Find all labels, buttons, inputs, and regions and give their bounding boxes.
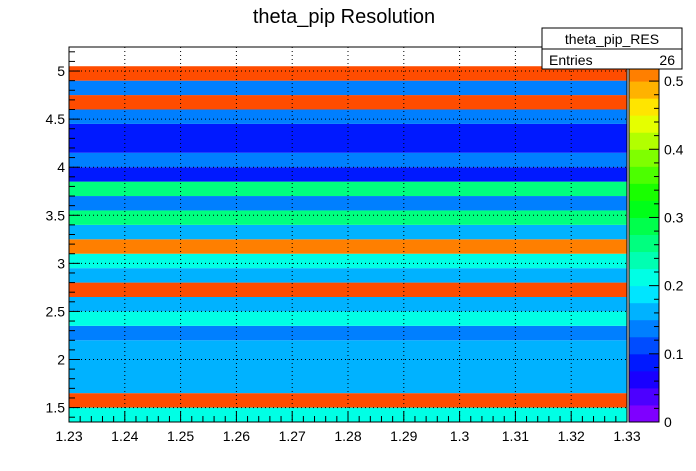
- y-tick-label-4: 3.5: [46, 207, 66, 223]
- x-tick-label-8: 1.31: [502, 428, 529, 444]
- heatmap-bin-6: [69, 282, 627, 297]
- z-tick-label-2: 0.2: [664, 278, 684, 294]
- x-tick-label-10: 1.33: [613, 428, 640, 444]
- heatmap-bin-4: [69, 311, 627, 326]
- stats-entries-value: 26: [659, 52, 675, 68]
- x-tick-label-1: 1.24: [111, 428, 138, 444]
- color-scale-band-19: [629, 81, 659, 99]
- heatmap-bin-8: [69, 253, 627, 269]
- color-scale-band-15: [629, 149, 659, 167]
- x-tick-label-7: 1.3: [450, 428, 470, 444]
- z-tick-label-1: 0.1: [664, 346, 684, 362]
- color-scale-band-14: [629, 166, 659, 184]
- y-tick-label-5: 4: [57, 159, 65, 175]
- z-tick-label-4: 0.4: [664, 141, 684, 157]
- stats-box: theta_pip_RES Entries 26: [541, 27, 683, 70]
- x-tick-label-9: 1.32: [558, 428, 585, 444]
- color-scale-band-6: [629, 302, 659, 321]
- color-scale-band-10: [629, 234, 659, 253]
- y-tick-label-1: 2: [57, 352, 65, 368]
- heatmap-bin-13: [69, 181, 627, 197]
- x-tick-label-5: 1.28: [334, 428, 361, 444]
- heatmap-bin-16: [69, 123, 627, 153]
- x-tick-label-0: 1.23: [55, 428, 82, 444]
- grid-lines: [69, 47, 627, 422]
- z-tick-label-5: 0.5: [664, 73, 684, 89]
- color-scale-band-12: [629, 200, 659, 218]
- heatmap-bin-14: [69, 167, 627, 182]
- y-tick-label-7: 5: [57, 63, 65, 79]
- y-tick-label-3: 3: [57, 255, 65, 271]
- heatmap-bin-3: [69, 325, 627, 341]
- stats-name: theta_pip_RES: [565, 31, 659, 47]
- color-scale-band-4: [629, 336, 659, 355]
- heatmap-bin-1: [69, 393, 627, 408]
- stats-entries-label: Entries: [549, 52, 593, 68]
- x-tick-label-2: 1.25: [167, 428, 194, 444]
- color-scale-band-0: [629, 404, 659, 423]
- color-scale-band-18: [629, 98, 659, 116]
- x-tick-label-6: 1.29: [390, 428, 417, 444]
- y-tick-label-2: 2.5: [46, 303, 66, 319]
- color-scale-band-1: [629, 387, 659, 406]
- y-tick-label-0: 1.5: [46, 400, 66, 416]
- color-scale-band-2: [629, 370, 659, 389]
- color-scale-band-5: [629, 319, 659, 338]
- z-tick-label-3: 0.3: [664, 209, 684, 225]
- color-scale-band-17: [629, 115, 659, 133]
- color-scale-band-16: [629, 132, 659, 150]
- color-scale-band-3: [629, 353, 659, 372]
- color-scale: [628, 46, 660, 423]
- y-axis: 1.5 2 2.5 3 3.5 4 4.5 5: [46, 51, 80, 418]
- heatmap-bin-11: [69, 210, 627, 225]
- color-scale-band-8: [629, 268, 659, 287]
- heatmap-bin-9: [69, 239, 627, 254]
- heatmap-bin-18: [69, 95, 627, 110]
- y-tick-label-6: 4.5: [46, 111, 66, 127]
- heatmap-bin-5: [69, 297, 627, 312]
- color-scale-band-11: [629, 217, 659, 235]
- heatmap-bin-20: [69, 66, 627, 81]
- heatmap-bins: [69, 66, 627, 422]
- z-tick-label-0: 0: [664, 414, 672, 430]
- x-tick-label-4: 1.27: [279, 428, 306, 444]
- color-scale-axis: 0 0.1 0.2 0.3 0.4 0.5: [649, 53, 684, 430]
- color-scale-band-7: [629, 285, 659, 304]
- chart-title: theta_pip Resolution: [253, 6, 435, 28]
- heatmap-bin-10: [69, 224, 627, 240]
- x-axis: 1.23 1.24 1.25 1.26 1.27 1.28 1.29 1.3 1.31 1.32 1…: [55, 411, 641, 444]
- heatmap-bin-2: [69, 340, 627, 394]
- color-scale-band-9: [629, 251, 659, 270]
- color-scale-band-13: [629, 183, 659, 201]
- heatmap-bin-17: [69, 109, 627, 124]
- x-tick-label-3: 1.26: [223, 428, 250, 444]
